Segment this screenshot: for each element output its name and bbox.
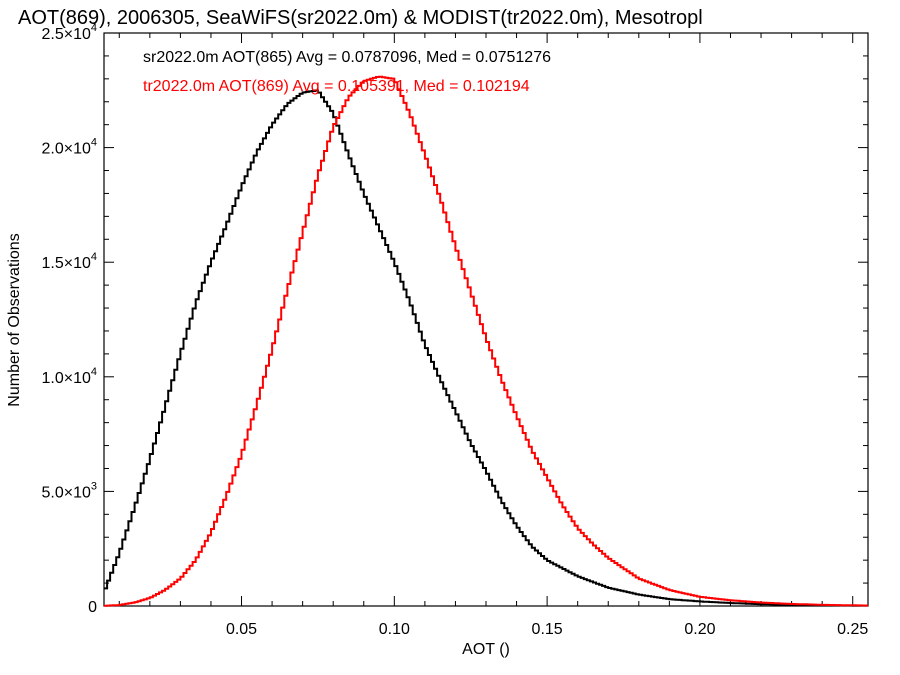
- x-tick-label: 0.05: [226, 621, 257, 638]
- x-tick-label: 0.10: [379, 621, 410, 638]
- y-tick-label: 0: [88, 599, 97, 616]
- x-tick-label: 0.20: [684, 621, 715, 638]
- y-tick-label: 1.0×104: [41, 366, 97, 387]
- y-tick-label: 1.5×104: [41, 251, 97, 272]
- legend-entry-1: sr2022.0m AOT(865) Avg = 0.0787096, Med …: [143, 49, 551, 66]
- x-tick-label: 0.25: [837, 621, 868, 638]
- x-axis: 0.05 0.10 0.15 0.20 0.25: [118, 33, 868, 638]
- y-tick-label: 2.5×104: [41, 22, 97, 43]
- legend: sr2022.0m AOT(865) Avg = 0.0787096, Med …: [143, 49, 551, 95]
- x-axis-label: AOT (): [462, 641, 510, 658]
- series-line-1: [104, 89, 868, 607]
- legend-entry-2: tr2022.0m AOT(869) Avg = 0.105391, Med =…: [143, 78, 530, 95]
- y-tick-label: 5.0×103: [41, 480, 97, 501]
- y-tick-label: 2.0×104: [41, 137, 97, 158]
- x-tick-label: 0.15: [532, 621, 563, 638]
- y-axis: 0 5.0×103 1.0×104 1.5×104 2.0×104 2.5×104: [41, 22, 868, 616]
- chart-title: AOT(869), 2006305, SeaWiFS(sr2022.0m) & …: [18, 7, 703, 29]
- series-layer: [104, 75, 868, 607]
- y-axis-label: Number of Observations: [6, 233, 23, 406]
- series-line-2: [104, 75, 868, 607]
- plot-frame: [103, 32, 869, 607]
